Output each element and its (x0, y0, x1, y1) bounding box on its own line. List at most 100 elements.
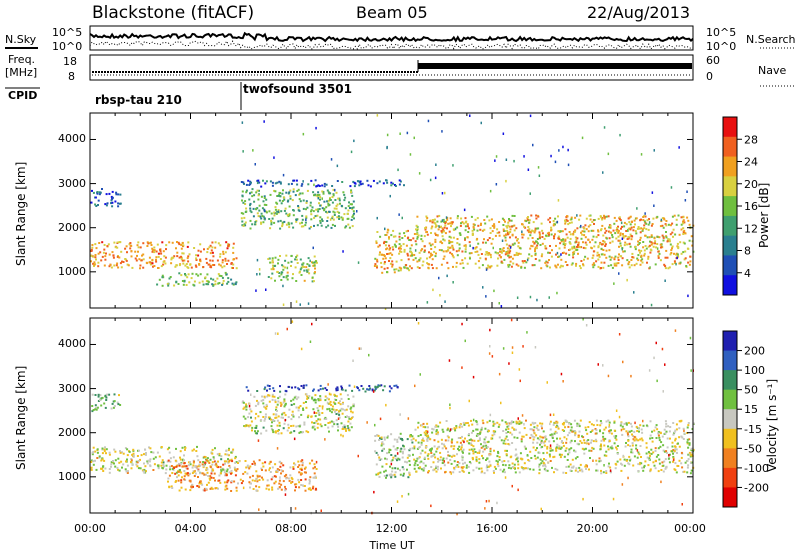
station-title: Blackstone (fitACF) (92, 3, 254, 23)
echo-cell (350, 410, 352, 413)
echo-cell (621, 225, 623, 228)
echo-cell (211, 487, 214, 490)
echo-cell (445, 447, 448, 450)
echo-cell (352, 210, 355, 213)
echo-cell (228, 459, 231, 462)
echo-cell (175, 447, 177, 450)
echo-cell (213, 472, 216, 475)
echo-cell (260, 467, 263, 470)
echo-cell (562, 243, 565, 246)
echo-cell (603, 216, 606, 219)
echo-cell (648, 458, 651, 461)
echo-cell (302, 409, 305, 411)
echo-cell (272, 266, 275, 269)
echo-cell (510, 225, 513, 228)
echo-cell (619, 244, 622, 247)
echo-cell (431, 221, 434, 224)
echo-cell (455, 426, 458, 429)
echo-cell (328, 430, 330, 433)
echo-cell (439, 451, 442, 454)
echo-cell (618, 333, 621, 336)
echo-cell (396, 500, 399, 503)
echo-cell (461, 459, 464, 462)
echo-cell (397, 168, 399, 172)
echo-cell (515, 453, 518, 456)
echo-cell (538, 451, 541, 454)
echo-cell (655, 455, 658, 458)
echo-cell (314, 399, 317, 402)
echo-cell (555, 426, 558, 429)
echo-cell (667, 223, 670, 226)
echo-cell (652, 217, 655, 220)
echo-cell (215, 464, 218, 467)
echo-cell (571, 430, 574, 433)
echo-cell (467, 231, 470, 233)
echo-cell (401, 495, 403, 498)
echo-cell (556, 421, 559, 424)
echo-cell (604, 437, 607, 440)
echo-cell (323, 182, 326, 185)
echo-cell (278, 469, 281, 471)
echo-cell (514, 448, 517, 451)
echo-cell (408, 449, 411, 452)
echo-cell (126, 251, 128, 254)
echo-cell (257, 401, 260, 404)
echo-cell (551, 466, 553, 469)
echo-cell (510, 255, 512, 258)
echo-cell (528, 229, 531, 232)
echo-cell (497, 452, 500, 455)
echo-cell (357, 454, 359, 458)
echo-cell (311, 276, 314, 279)
echo-cell (573, 449, 576, 452)
echo-cell (266, 479, 269, 482)
echo-cell (402, 243, 405, 246)
echo-cell (477, 439, 480, 442)
echo-cell (103, 248, 106, 251)
echo-cell (274, 431, 277, 434)
echo-cell (286, 327, 288, 331)
echo-cell (579, 214, 582, 217)
echo-cell (569, 429, 572, 432)
echo-cell (186, 266, 189, 269)
echo-cell (455, 425, 458, 428)
echo-cell (514, 471, 517, 474)
echo-cell (568, 431, 571, 434)
echo-cell (682, 427, 685, 430)
echo-cell (290, 182, 293, 185)
echo-cell (101, 458, 104, 461)
echo-cell (671, 245, 674, 248)
echo-cell (448, 430, 451, 433)
colorbar-swatch (723, 196, 737, 217)
echo-cell (167, 477, 170, 480)
echo-cell (494, 234, 497, 237)
echo-cell (377, 245, 380, 248)
echo-cell (186, 472, 189, 475)
echo-cell (653, 204, 655, 207)
echo-cell (546, 261, 549, 264)
echo-cell (523, 260, 526, 262)
echo-cell (312, 467, 315, 470)
power-ytick-3000: 3000 (58, 177, 86, 190)
echo-cell (262, 465, 265, 468)
echo-cell (534, 252, 537, 255)
echo-cell (160, 464, 163, 467)
echo-cell (665, 450, 668, 453)
echo-cell (489, 265, 492, 268)
echo-cell (283, 209, 286, 212)
echo-cell (98, 191, 101, 194)
echo-cell (633, 430, 636, 433)
echo-cell (522, 345, 524, 348)
echo-cell (421, 439, 424, 442)
echo-cell (199, 250, 202, 253)
echo-cell (384, 227, 386, 231)
echo-cell (117, 457, 120, 460)
echo-cell (209, 252, 212, 255)
echo-cell (499, 248, 502, 250)
echo-cell (520, 421, 523, 424)
echo-cell (615, 409, 618, 412)
echo-cell (581, 447, 584, 450)
echo-cell (170, 258, 173, 261)
echo-cell (240, 482, 243, 485)
echo-cell (417, 457, 420, 460)
echo-cell (464, 238, 466, 241)
